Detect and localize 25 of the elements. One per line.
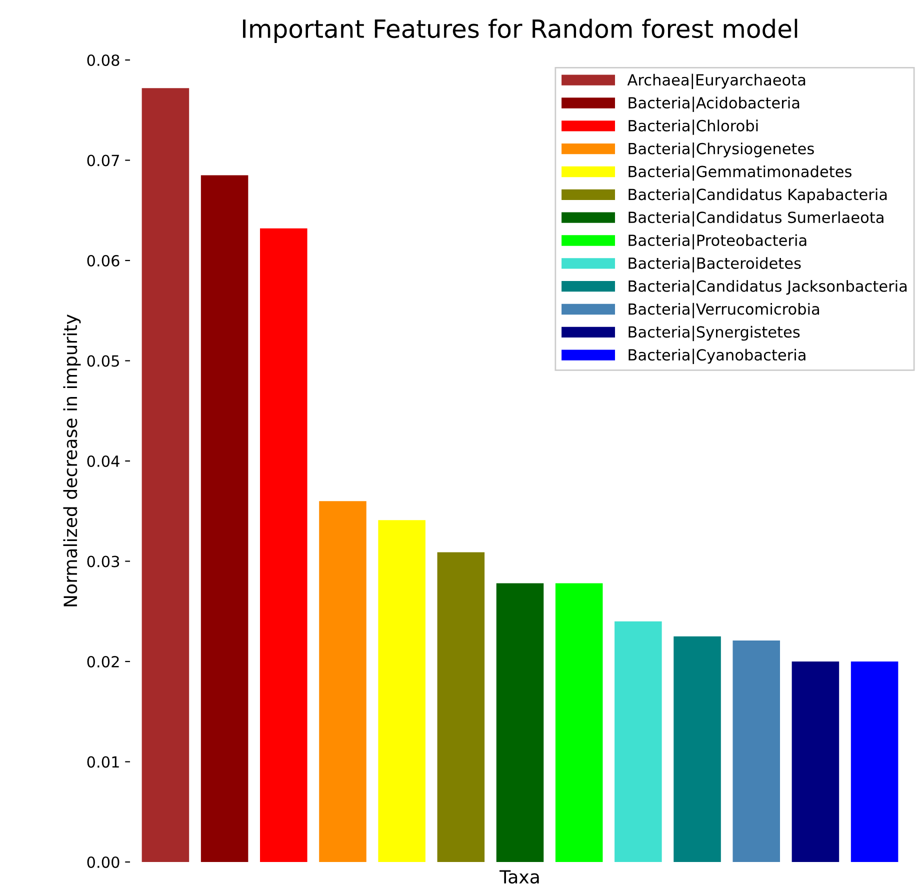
y-tick-label: 0.03	[87, 556, 120, 568]
legend-label: Bacteria|Proteobacteria	[628, 234, 806, 250]
legend-label: Bacteria|Gemmatimonadetes	[628, 165, 852, 181]
x-axis-title: Taxa	[500, 870, 539, 884]
y-tick-label: 0.00	[87, 856, 120, 868]
legend-label: Archaea|Euryarchaeota	[627, 74, 806, 90]
legend-label: Bacteria|Synergistetes	[628, 326, 800, 342]
legend-label: Bacteria|Candidatus Kapabacteria	[628, 188, 887, 204]
legend-label: Bacteria|Candidatus Sumerlaeota	[628, 211, 884, 227]
y-tick-label: 0.07	[87, 154, 119, 166]
y-tick-label: 0.01	[87, 756, 119, 768]
legend-label: Bacteria|Acidobacteria	[628, 96, 800, 112]
y-tick-label: 0.08	[87, 54, 120, 66]
y-tick-label: 0.06	[87, 254, 120, 267]
legend-label: Bacteria|Candidatus Jacksonbacteria	[628, 280, 907, 296]
chart-title: Important Features for Random forest model	[243, 18, 798, 43]
legend-label: Bacteria|Cyanobacteria	[628, 348, 806, 364]
y-axis-title: Normalized decrease in impurity	[63, 314, 81, 606]
y-tick-label: 0.04	[87, 455, 120, 468]
legend-label: Bacteria|Chlorobi	[628, 120, 758, 135]
y-tick-label: 0.02	[87, 656, 119, 668]
legend-label: Bacteria|Verrucomicrobia	[628, 302, 820, 318]
legend-label: Bacteria|Bacteroidetes	[628, 257, 801, 272]
legend-label: Bacteria|Chrysiogenetes	[628, 142, 814, 158]
y-tick-label: 0.05	[87, 355, 119, 367]
